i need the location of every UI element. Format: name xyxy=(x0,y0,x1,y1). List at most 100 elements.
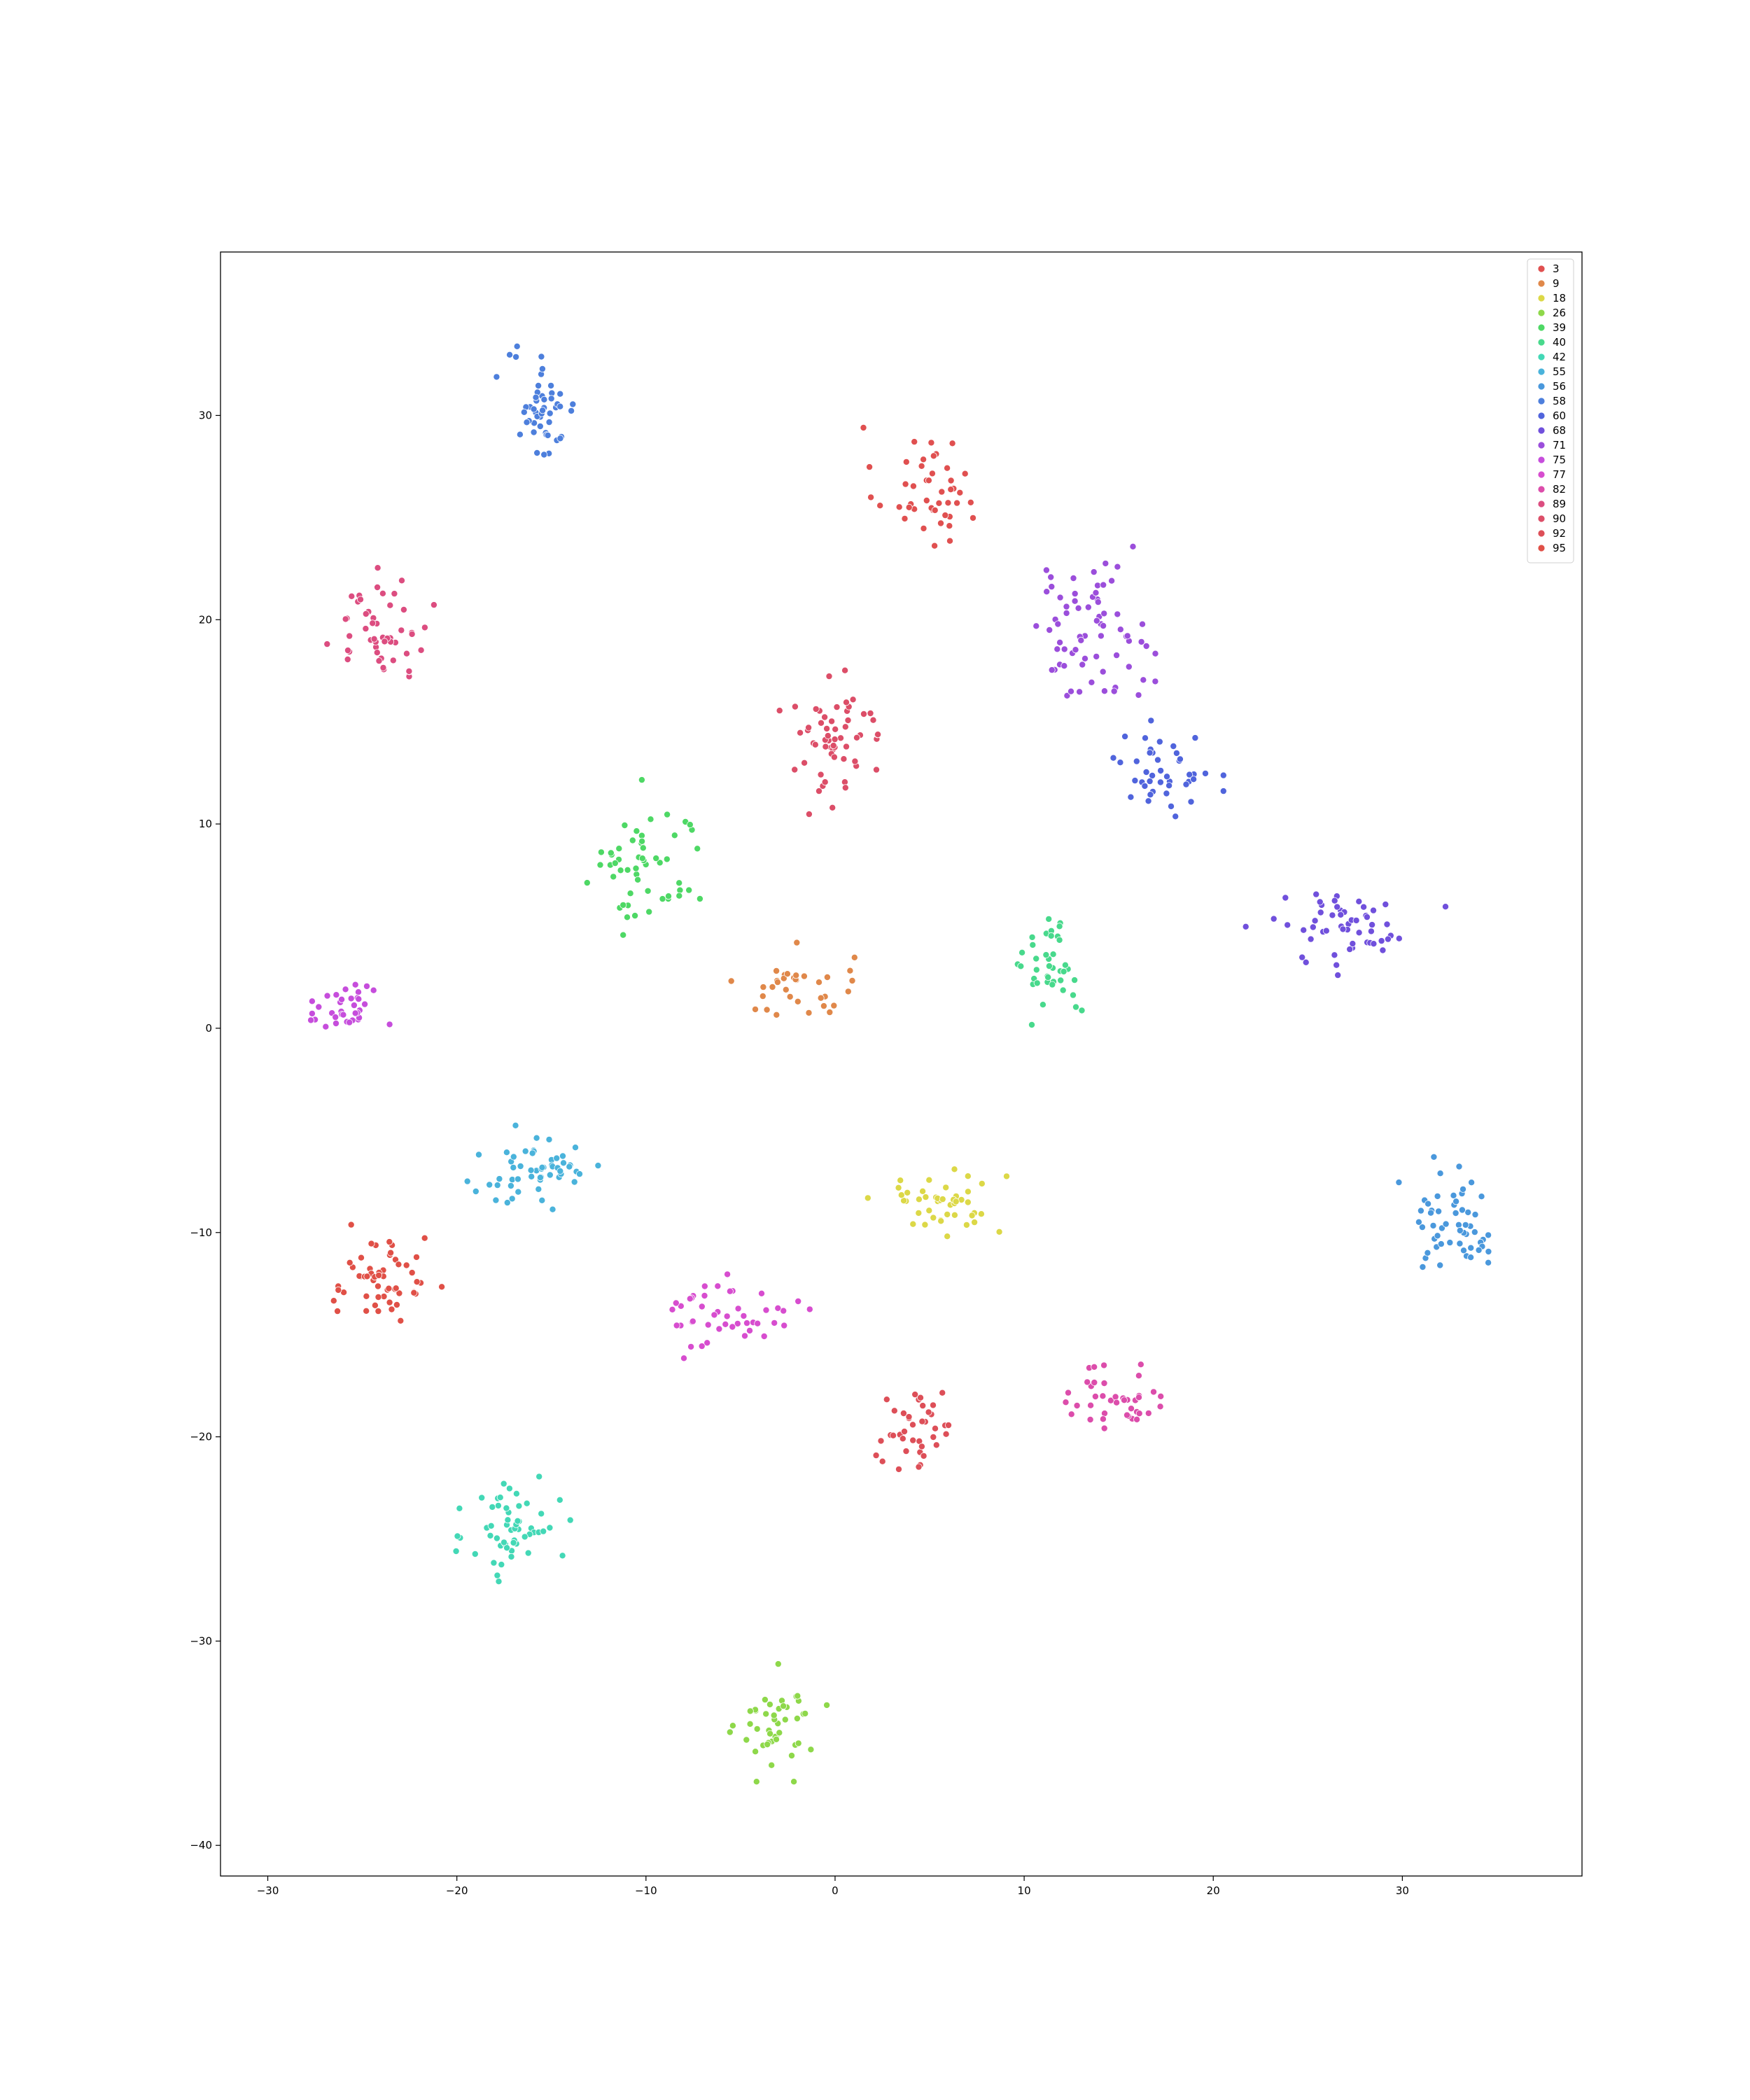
scatter-point-42 xyxy=(515,1502,523,1510)
scatter-point-56 xyxy=(1467,1254,1475,1261)
x-tick-label: −30 xyxy=(257,1884,279,1897)
scatter-point-40 xyxy=(1072,1003,1080,1011)
scatter-point-56 xyxy=(1456,1226,1464,1234)
scatter-point-9 xyxy=(782,986,790,993)
scatter-point-77 xyxy=(746,1326,754,1334)
scatter-point-92 xyxy=(872,1452,880,1460)
scatter-point-39 xyxy=(659,895,666,903)
scatter-point-82 xyxy=(1101,1410,1109,1418)
scatter-point-82 xyxy=(1156,1403,1164,1410)
scatter-point-90 xyxy=(776,707,783,715)
scatter-point-90 xyxy=(843,743,850,750)
scatter-point-18 xyxy=(925,1207,933,1214)
scatter-point-77 xyxy=(701,1292,708,1300)
scatter-point-39 xyxy=(686,821,694,829)
scatter-point-58 xyxy=(530,405,538,413)
scatter-point-75 xyxy=(350,1002,358,1009)
scatter-point-60 xyxy=(1116,759,1124,766)
scatter-point-82 xyxy=(1121,1396,1128,1404)
scatter-point-55 xyxy=(496,1175,503,1183)
legend-marker-40 xyxy=(1537,338,1546,346)
scatter-point-40 xyxy=(1070,991,1077,999)
scatter-point-26 xyxy=(807,1746,815,1754)
y-tick-label: −30 xyxy=(190,1634,212,1647)
scatter-point-77 xyxy=(714,1282,722,1290)
scatter-point-77 xyxy=(701,1282,708,1290)
scatter-point-55 xyxy=(572,1144,580,1152)
scatter-point-77 xyxy=(771,1319,778,1326)
scatter-point-68 xyxy=(1379,946,1387,954)
scatter-point-75 xyxy=(351,1009,359,1017)
scatter-point-71 xyxy=(1084,603,1092,611)
scatter-point-71 xyxy=(1142,643,1150,650)
scatter-point-42 xyxy=(510,1539,517,1546)
scatter-point-55 xyxy=(533,1134,540,1142)
scatter-point-42 xyxy=(523,1499,531,1507)
scatter-point-42 xyxy=(452,1547,460,1555)
scatter-point-3 xyxy=(860,424,867,432)
legend-marker-89 xyxy=(1537,500,1546,508)
scatter-point-92 xyxy=(911,1391,919,1399)
scatter-point-56 xyxy=(1437,1240,1445,1248)
scatter-point-68 xyxy=(1329,911,1336,919)
scatter-point-89 xyxy=(323,640,331,648)
y-tick-label: 10 xyxy=(199,818,212,830)
scatter-point-95 xyxy=(388,1306,396,1313)
scatter-point-26 xyxy=(746,1720,754,1728)
scatter-point-71 xyxy=(1074,604,1082,612)
scatter-point-3 xyxy=(946,537,954,545)
legend-marker-3 xyxy=(1537,265,1546,273)
scatter-point-92 xyxy=(878,1457,886,1465)
scatter-point-60 xyxy=(1156,738,1163,746)
scatter-point-56 xyxy=(1455,1163,1463,1170)
scatter-point-71 xyxy=(1063,609,1070,617)
scatter-point-56 xyxy=(1436,1170,1444,1177)
scatter-point-9 xyxy=(780,974,788,982)
scatter-point-68 xyxy=(1370,906,1378,914)
scatter-point-39 xyxy=(610,873,617,881)
scatter-point-58 xyxy=(546,410,554,417)
scatter-point-90 xyxy=(869,716,877,724)
scatter-point-58 xyxy=(506,351,514,358)
scatter-point-26 xyxy=(823,1701,831,1709)
scatter-point-18 xyxy=(968,1212,976,1219)
scatter-point-68 xyxy=(1307,935,1315,943)
scatter-point-92 xyxy=(902,1448,910,1455)
scatter-point-77 xyxy=(734,1305,742,1312)
scatter-point-40 xyxy=(1059,986,1067,994)
scatter-point-40 xyxy=(1060,967,1068,975)
scatter-point-58 xyxy=(540,451,548,458)
scatter-point-71 xyxy=(1048,666,1056,674)
scatter-point-90 xyxy=(840,755,848,763)
scatter-point-18 xyxy=(864,1194,872,1202)
legend-label: 39 xyxy=(1553,321,1566,334)
scatter-point-90 xyxy=(841,723,849,731)
scatter-point-9 xyxy=(850,953,858,961)
scatter-point-55 xyxy=(510,1163,517,1171)
scatter-point-71 xyxy=(1088,678,1096,686)
scatter-point-92 xyxy=(945,1422,953,1429)
scatter-point-71 xyxy=(1135,691,1142,699)
scatter-point-3 xyxy=(931,542,939,550)
scatter-point-92 xyxy=(918,1443,925,1450)
y-tick-label: −40 xyxy=(190,1839,212,1851)
scatter-point-95 xyxy=(395,1261,402,1268)
scatter-point-82 xyxy=(1144,1409,1152,1417)
scatter-point-55 xyxy=(528,1172,536,1180)
scatter-point-60 xyxy=(1146,749,1154,757)
scatter-point-77 xyxy=(680,1354,688,1362)
scatter-point-55 xyxy=(528,1149,536,1157)
scatter-point-60 xyxy=(1202,769,1210,777)
legend-marker-26 xyxy=(1537,309,1546,317)
scatter-point-71 xyxy=(1060,645,1068,653)
scatter-point-3 xyxy=(901,514,909,522)
scatter-point-77 xyxy=(686,1295,694,1303)
scatter-point-56 xyxy=(1415,1218,1422,1226)
scatter-point-89 xyxy=(405,667,413,675)
scatter-point-95 xyxy=(363,1273,371,1280)
scatter-point-55 xyxy=(538,1163,546,1171)
scatter-point-75 xyxy=(322,1023,330,1030)
scatter-point-71 xyxy=(1152,650,1159,657)
scatter-point-71 xyxy=(1060,662,1068,670)
scatter-point-68 xyxy=(1311,917,1319,925)
